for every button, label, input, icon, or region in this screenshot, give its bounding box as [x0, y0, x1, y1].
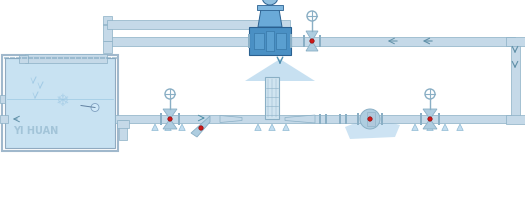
Bar: [102, 41, 111, 53]
Bar: [510, 41, 520, 119]
Polygon shape: [163, 109, 177, 119]
Circle shape: [91, 103, 99, 112]
Bar: [420, 113, 422, 125]
Polygon shape: [152, 124, 158, 131]
Bar: [25, 53, 107, 62]
Polygon shape: [427, 124, 433, 131]
Circle shape: [428, 117, 432, 121]
Polygon shape: [283, 124, 289, 131]
Polygon shape: [269, 124, 275, 131]
Circle shape: [262, 0, 278, 5]
Bar: [248, 34, 250, 48]
Bar: [115, 115, 515, 123]
Polygon shape: [412, 124, 418, 131]
Circle shape: [368, 117, 372, 121]
Polygon shape: [285, 115, 315, 123]
Bar: [506, 37, 525, 45]
Polygon shape: [165, 124, 171, 131]
Polygon shape: [345, 117, 400, 139]
Bar: [290, 34, 292, 48]
Bar: [160, 113, 162, 125]
Bar: [0, 115, 8, 123]
Bar: [102, 24, 111, 25]
Polygon shape: [178, 124, 185, 131]
Bar: [18, 55, 27, 63]
Polygon shape: [306, 31, 318, 41]
Bar: [105, 37, 515, 45]
Polygon shape: [163, 119, 177, 129]
Circle shape: [310, 39, 314, 43]
Text: ❄: ❄: [55, 92, 69, 110]
Bar: [2, 55, 118, 151]
Bar: [506, 114, 525, 123]
Polygon shape: [367, 112, 375, 126]
Bar: [107, 20, 290, 29]
Bar: [254, 33, 264, 49]
Polygon shape: [255, 124, 261, 131]
Polygon shape: [220, 115, 242, 122]
Bar: [339, 114, 341, 124]
Bar: [381, 113, 383, 125]
Bar: [319, 35, 321, 47]
Bar: [438, 113, 440, 125]
Bar: [319, 114, 321, 124]
Bar: [119, 120, 127, 140]
Polygon shape: [423, 119, 437, 129]
Bar: [265, 77, 279, 119]
Circle shape: [199, 126, 203, 130]
Polygon shape: [245, 59, 315, 81]
Polygon shape: [442, 124, 448, 131]
Circle shape: [168, 117, 172, 121]
Bar: [117, 120, 129, 128]
Polygon shape: [191, 116, 210, 137]
Bar: [303, 35, 305, 47]
Bar: [357, 113, 359, 125]
Polygon shape: [306, 41, 318, 51]
Bar: [266, 31, 274, 51]
Bar: [5, 58, 115, 148]
Bar: [257, 5, 283, 10]
Polygon shape: [258, 9, 282, 27]
Text: YI HUAN: YI HUAN: [13, 126, 58, 136]
Polygon shape: [423, 109, 437, 119]
Circle shape: [360, 109, 380, 129]
Bar: [102, 16, 111, 41]
Bar: [249, 27, 291, 55]
Bar: [178, 113, 180, 125]
Bar: [326, 114, 327, 124]
Bar: [0, 95, 5, 103]
Bar: [276, 33, 286, 49]
Polygon shape: [457, 124, 463, 131]
Bar: [345, 114, 346, 124]
